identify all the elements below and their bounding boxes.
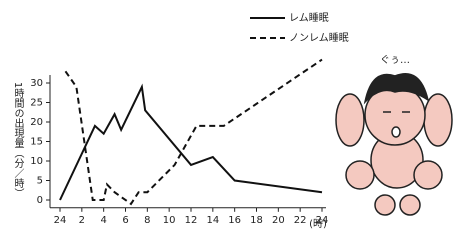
x-tick-label: 10 [163,215,176,226]
x-tick-label: 14 [206,215,219,226]
y-tick-label: 15 [30,137,43,148]
x-tick-label: 12 [185,215,198,226]
series-line [60,87,322,200]
x-tick-label: 16 [228,215,241,226]
annotation: ぐぅ… [380,55,410,66]
y-tick-label: 30 [30,78,43,89]
y-tick-label: 5 [37,176,43,187]
chart: 1時間の出現量（分／時） (時) ぐぅ… 0510152025302424681… [0,0,454,240]
x-tick-label: 2 [79,215,85,226]
x-tick-label: 24 [316,215,329,226]
y-tick-label: 25 [30,98,43,109]
x-tick-label: 22 [294,215,307,226]
x-tick-label: 20 [272,215,285,226]
y-tick-label: 20 [30,117,43,128]
legend-label: レム睡眠 [289,11,329,24]
y-axis-label: 1時間の出現量（分／時） [12,82,24,198]
cartoon [336,74,452,215]
x-tick-label: 8 [144,215,150,226]
x-tick-label: 6 [122,215,128,226]
x-tick-label: 24 [54,215,67,226]
x-tick-label: 4 [100,215,106,226]
y-tick-label: 10 [30,156,43,167]
x-tick-label: 18 [250,215,263,226]
y-tick-label: 0 [37,195,43,206]
legend-label: ノンレム睡眠 [289,31,349,44]
